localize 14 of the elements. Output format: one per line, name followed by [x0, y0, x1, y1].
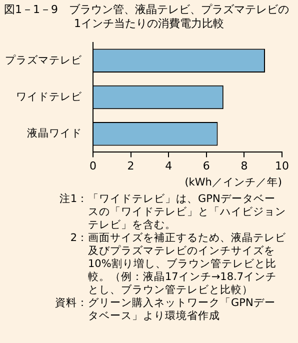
y-tick-label: プラズマテレビ: [5, 53, 83, 66]
y-tick-label: 液晶ワイド: [27, 126, 82, 140]
x-tick-label: 6: [202, 160, 210, 173]
x-tick-label: 10: [275, 160, 289, 173]
chart-title: 図1－1－9 ブラウン管、液晶テレビ、プラズマテレビの1インチ当たりの消費電力比較: [3, 2, 290, 32]
x-axis-title: (kWh／インチ／年): [184, 176, 282, 188]
text: 2：画面サイズを補正するため、液晶テレビ及びプラズマテレビのインチサイズを10%割り増し、ブラウン管テレビと比較。（例：液晶17インチ→18.7インチとし、ブラウン管テレビと比較）: [69, 232, 286, 297]
x-tick-label: 8: [240, 160, 248, 173]
y-tick-label: ワイドテレビ: [16, 90, 83, 103]
x-tick-label: 2: [127, 160, 134, 173]
x-tick-label: 4: [165, 160, 172, 173]
text: 資料：グリーン購入ネットワーク「GPNデータベース」より環境省作成: [54, 297, 276, 323]
text: 注1：「ワイドテレビ」は、GPNデータベースの「ワイドテレビ」と「ハイビジョンテレビ」を含む。: [58, 193, 286, 232]
x-tick-label: 0: [90, 160, 96, 173]
